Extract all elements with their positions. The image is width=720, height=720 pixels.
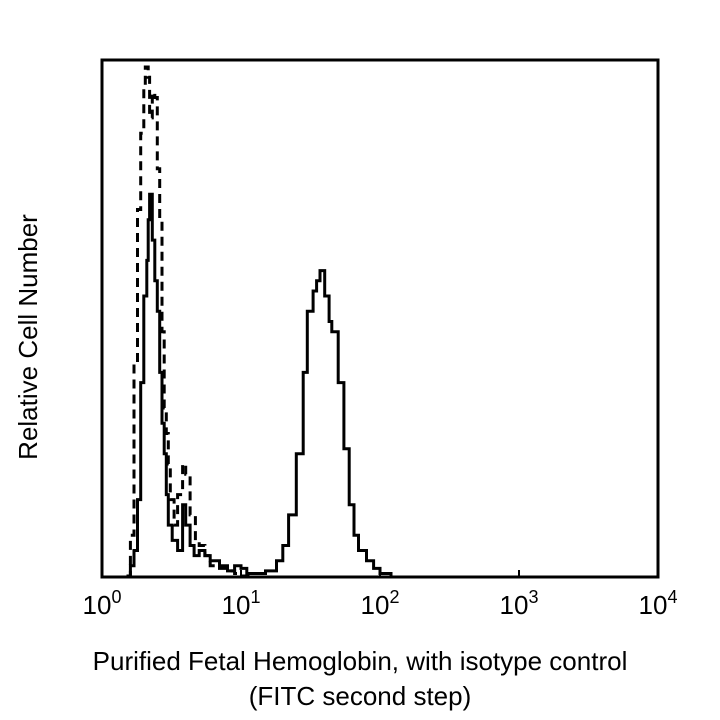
x-axis-label: Purified Fetal Hemoglobin, with isotype … [92, 646, 628, 676]
x-tick-label: 101 [222, 587, 261, 620]
x-tick-label: 103 [500, 587, 539, 620]
x-tick-label: 102 [361, 587, 400, 620]
x-axis-label-line2: (FITC second step) [248, 681, 472, 711]
x-tick-label: 100 [83, 587, 122, 620]
plot-area: 100 101 102 103 104 [83, 58, 678, 620]
plot-frame [100, 58, 660, 579]
isotype-control-line [126, 65, 252, 578]
y-axis-label: Relative Cell Number [13, 214, 43, 460]
x-tick-label: 104 [639, 587, 678, 620]
fetal-hemoglobin-line [126, 192, 393, 578]
series-layer [126, 65, 393, 578]
x-axis-ticks: 100 101 102 103 104 [83, 570, 678, 620]
